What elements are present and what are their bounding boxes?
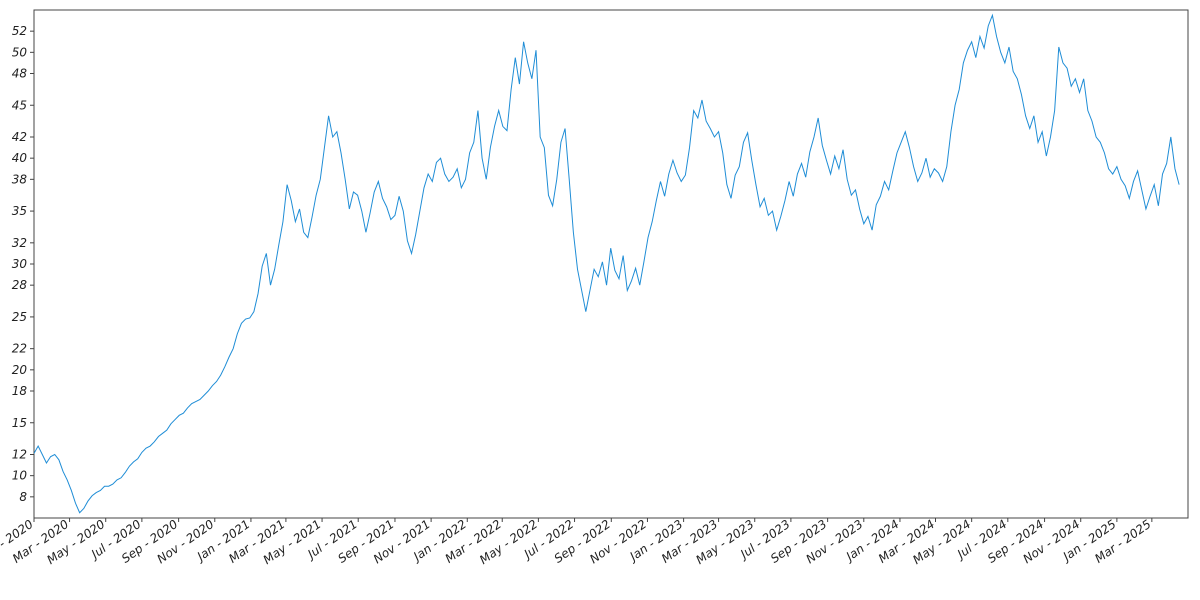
series-line (34, 13, 1180, 514)
y-tick-label: 22 (12, 342, 27, 356)
y-tick-label: 45 (12, 98, 27, 112)
y-tick-label: 15 (12, 416, 27, 430)
y-tick-label: 42 (12, 130, 27, 144)
y-tick-label: 10 (12, 469, 28, 483)
y-axis: 8 10 12 15 18 20 22 25 28 30 32 35 38 40 42 45 48 50 52 (12, 24, 34, 504)
y-tick-label: 50 (12, 45, 28, 59)
y-tick-label: 25 (12, 310, 27, 324)
y-tick-label: 12 (12, 448, 27, 462)
y-tick-label: 32 (12, 236, 27, 250)
y-tick-label: 8 (19, 490, 27, 504)
y-tick-label: 18 (12, 384, 28, 398)
y-tick-label: 30 (12, 257, 28, 271)
plot-area (33, 9, 1189, 519)
plot-clip-group (34, 13, 1180, 514)
y-tick-label: 52 (12, 24, 27, 38)
y-tick-label: 38 (12, 172, 28, 186)
y-tick-label: 20 (12, 363, 28, 377)
y-tick-label: 28 (12, 278, 28, 292)
y-tick-label: 48 (12, 67, 28, 81)
y-tick-label: 40 (12, 151, 28, 165)
y-tick-label: 35 (12, 204, 27, 218)
